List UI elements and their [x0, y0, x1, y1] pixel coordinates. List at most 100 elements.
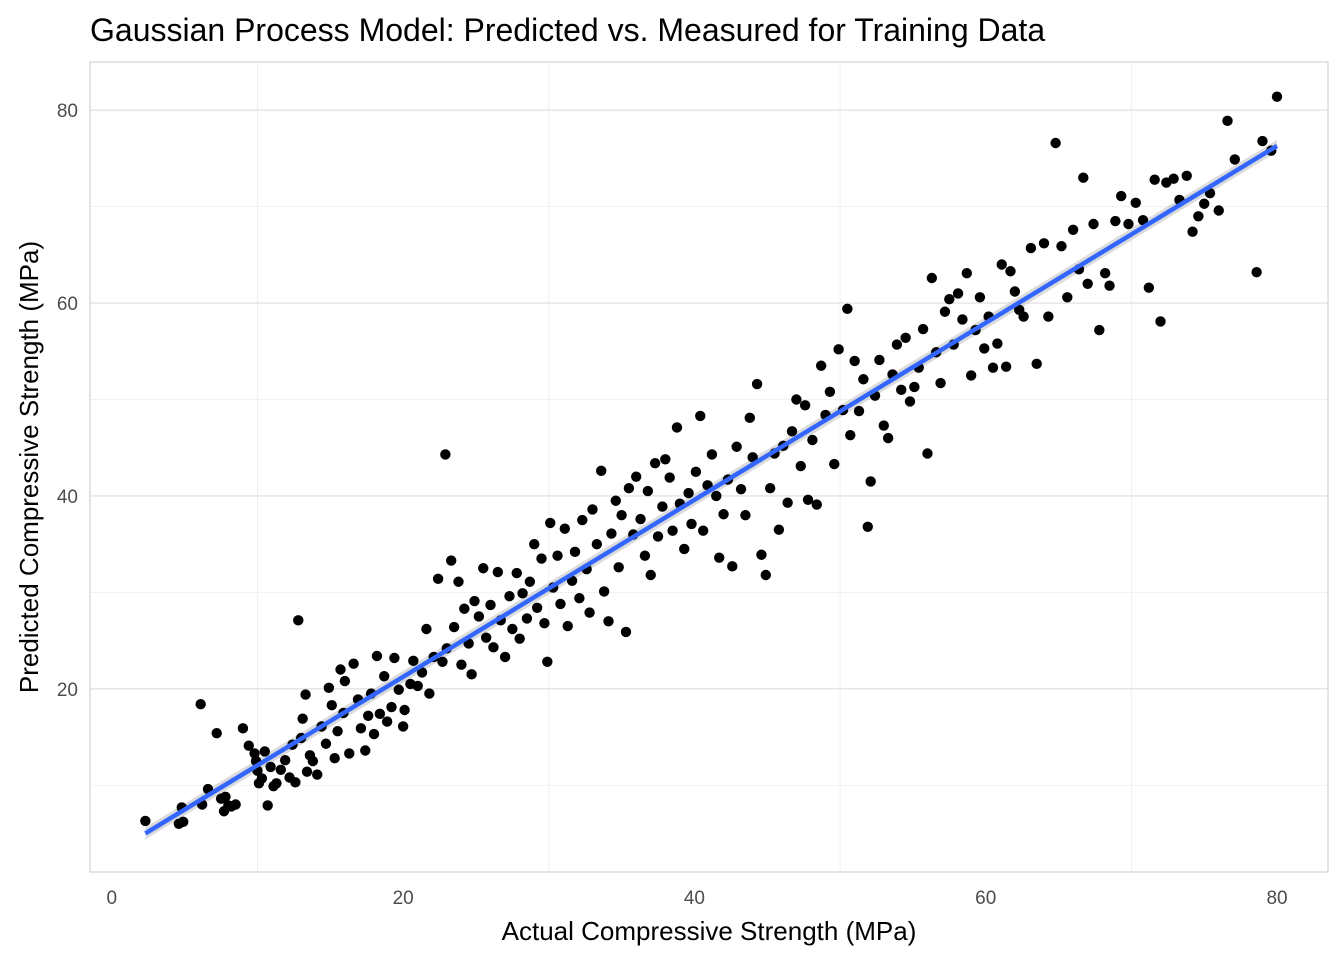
data-point — [944, 294, 955, 305]
x-tick-label: 20 — [393, 888, 414, 909]
data-point — [262, 800, 273, 811]
data-point — [1009, 286, 1021, 297]
data-point — [332, 726, 343, 737]
data-point — [987, 362, 999, 373]
data-point — [511, 567, 522, 579]
data-point — [642, 485, 654, 497]
data-point — [531, 602, 543, 613]
data-point — [645, 569, 656, 581]
data-point — [1067, 224, 1079, 235]
data-point — [786, 426, 798, 437]
chart-title: Gaussian Process Model: Predicted vs. Me… — [90, 12, 1045, 48]
data-point — [992, 338, 1003, 349]
data-point — [478, 563, 489, 574]
data-point — [904, 396, 916, 407]
data-point — [569, 546, 581, 558]
data-point — [562, 620, 573, 632]
data-point — [300, 689, 311, 700]
data-point — [683, 487, 694, 499]
data-point — [1168, 173, 1179, 184]
x-tick-label: 40 — [684, 888, 705, 909]
data-point — [1078, 172, 1089, 183]
data-point — [697, 525, 709, 536]
data-point — [1155, 316, 1166, 327]
data-point — [900, 332, 911, 343]
data-point — [740, 510, 751, 521]
data-point — [664, 472, 675, 483]
data-point — [259, 746, 270, 757]
data-point — [735, 483, 747, 495]
data-point — [517, 588, 528, 599]
data-point — [326, 699, 337, 711]
data-point — [799, 400, 811, 411]
data-point — [917, 323, 929, 335]
data-point — [686, 518, 697, 530]
data-point — [760, 569, 771, 581]
data-point — [453, 576, 464, 587]
data-point — [862, 521, 873, 532]
data-point — [237, 723, 249, 734]
data-point — [979, 343, 990, 354]
data-point — [639, 550, 651, 561]
data-point — [437, 656, 448, 667]
x-tick-label: 60 — [975, 888, 996, 909]
data-point — [1229, 154, 1240, 165]
data-point — [1018, 311, 1029, 322]
data-point — [195, 699, 206, 710]
data-point — [256, 773, 268, 784]
data-point — [1271, 91, 1283, 102]
data-point — [957, 314, 968, 325]
data-point — [909, 381, 920, 393]
y-tick-label: 40 — [57, 487, 78, 508]
data-point — [312, 769, 323, 780]
data-point — [679, 543, 690, 555]
data-point — [731, 441, 742, 452]
data-point — [630, 471, 642, 482]
data-point — [690, 466, 702, 478]
data-point — [802, 494, 814, 505]
data-point — [446, 555, 457, 566]
data-point — [297, 713, 308, 724]
data-point — [1056, 240, 1067, 252]
data-point — [782, 497, 793, 508]
data-point — [323, 682, 335, 694]
data-point — [603, 616, 614, 627]
regression-line — [144, 143, 1279, 836]
data-point — [829, 458, 840, 470]
data-point — [393, 684, 404, 695]
data-point — [824, 386, 836, 397]
data-point — [711, 490, 722, 502]
data-point — [1094, 324, 1105, 336]
data-point — [271, 778, 282, 789]
data-point — [896, 384, 907, 396]
data-point — [368, 728, 380, 740]
data-point — [362, 710, 374, 721]
data-point — [360, 745, 371, 756]
data-point — [386, 701, 397, 713]
x-axis-ticks: 0 20 40 60 80 — [107, 888, 1288, 909]
data-point — [922, 448, 933, 459]
data-point — [865, 476, 876, 487]
data-point — [845, 429, 856, 441]
data-point — [1005, 266, 1016, 277]
grid — [90, 62, 1328, 872]
data-point — [598, 586, 610, 597]
data-point — [878, 420, 889, 431]
data-point — [727, 561, 738, 572]
data-point — [610, 495, 621, 506]
data-point — [499, 651, 511, 663]
data-point — [220, 791, 231, 802]
data-point — [424, 688, 435, 699]
data-point — [416, 667, 428, 678]
data-point — [432, 573, 444, 585]
data-point — [649, 457, 661, 469]
data-point — [952, 288, 964, 299]
data-point — [764, 483, 776, 494]
data-point — [459, 603, 470, 614]
data-point — [1143, 282, 1155, 293]
data-points — [140, 91, 1283, 829]
data-point — [374, 708, 386, 720]
data-point — [1043, 311, 1054, 322]
fit-line — [144, 143, 1279, 836]
data-point — [178, 816, 189, 828]
